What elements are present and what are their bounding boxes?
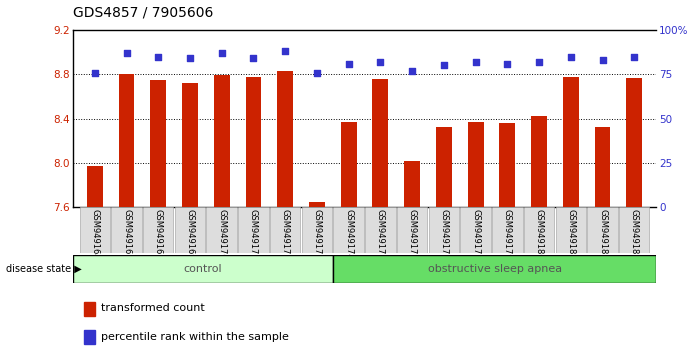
Bar (151, 80, 166, 207)
Bar (333, 255, 656, 283)
Bar (500, 123, 515, 207)
Text: GSM949183: GSM949183 (630, 210, 638, 260)
Bar (270, 207, 301, 253)
Text: GSM949172: GSM949172 (281, 210, 290, 260)
Text: GSM949166: GSM949166 (122, 210, 131, 260)
Text: GSM949174: GSM949174 (344, 210, 353, 260)
Bar (73, 255, 333, 283)
Bar (309, 201, 325, 207)
Bar (182, 83, 198, 207)
Bar (333, 207, 364, 253)
Text: percentile rank within the sample: percentile rank within the sample (101, 332, 288, 342)
Point (343, 61, 354, 67)
Bar (468, 122, 484, 207)
Point (280, 48, 291, 54)
Text: disease state ▶: disease state ▶ (6, 264, 82, 274)
Point (121, 50, 132, 56)
Bar (84, 302, 95, 316)
Bar (277, 71, 293, 207)
Bar (436, 127, 452, 207)
Text: GSM949182: GSM949182 (598, 210, 607, 260)
Point (565, 54, 576, 59)
Point (597, 57, 608, 63)
Bar (341, 122, 357, 207)
Text: GSM949180: GSM949180 (535, 210, 544, 260)
Text: control: control (183, 264, 222, 274)
Text: GDS4857 / 7905606: GDS4857 / 7905606 (73, 5, 213, 19)
Bar (587, 207, 618, 253)
Point (533, 59, 545, 65)
Text: GSM949169: GSM949169 (185, 210, 194, 260)
Point (502, 61, 513, 67)
Text: GSM949171: GSM949171 (249, 210, 258, 260)
Bar (79, 207, 110, 253)
Bar (207, 207, 237, 253)
Text: obstructive sleep apnea: obstructive sleep apnea (428, 264, 562, 274)
Point (312, 70, 323, 75)
Bar (119, 74, 135, 207)
Bar (365, 207, 396, 253)
Bar (492, 207, 522, 253)
Point (406, 68, 417, 74)
Point (438, 63, 449, 68)
Point (375, 59, 386, 65)
Bar (404, 161, 420, 207)
Bar (594, 127, 610, 207)
Bar (214, 75, 229, 207)
Text: GSM949170: GSM949170 (217, 210, 226, 260)
Bar (556, 207, 586, 253)
Bar (175, 207, 205, 253)
Bar (460, 207, 491, 253)
Bar (619, 207, 650, 253)
Point (89, 70, 100, 75)
Point (248, 56, 259, 61)
Bar (87, 166, 103, 207)
Point (470, 59, 481, 65)
Text: GSM949177: GSM949177 (439, 210, 448, 260)
Text: GSM949181: GSM949181 (566, 210, 576, 260)
Text: GSM949175: GSM949175 (376, 210, 385, 260)
Bar (531, 116, 547, 207)
Bar (524, 207, 554, 253)
Bar (397, 207, 427, 253)
Bar (84, 330, 95, 344)
Text: transformed count: transformed count (101, 303, 205, 313)
Text: GSM949178: GSM949178 (471, 210, 480, 260)
Text: GSM949179: GSM949179 (503, 210, 512, 260)
Point (184, 56, 196, 61)
Bar (245, 76, 261, 207)
Bar (238, 207, 269, 253)
Bar (372, 79, 388, 207)
Text: GSM949173: GSM949173 (312, 210, 321, 260)
Bar (111, 207, 142, 253)
Bar (143, 207, 173, 253)
Point (629, 54, 640, 59)
Bar (563, 76, 578, 207)
Point (216, 50, 227, 56)
Bar (302, 207, 332, 253)
Text: GSM949168: GSM949168 (153, 210, 163, 260)
Bar (428, 207, 459, 253)
Text: GSM949164: GSM949164 (91, 210, 100, 260)
Point (153, 54, 164, 59)
Bar (626, 78, 642, 207)
Text: GSM949176: GSM949176 (408, 210, 417, 260)
